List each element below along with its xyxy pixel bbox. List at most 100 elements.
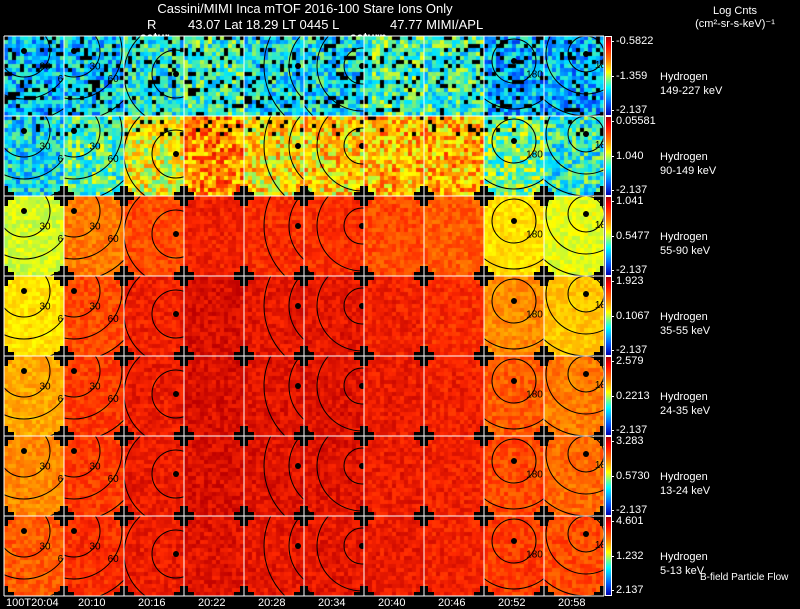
flow-center-marker: [295, 63, 301, 69]
colorbar-tick: [611, 430, 614, 431]
flow-center-marker: [21, 528, 27, 534]
contour-label: 180: [595, 60, 612, 71]
contour-line: [316, 116, 364, 192]
energy-range-label: 24-35 keV: [660, 405, 711, 417]
contour-label: 90: [76, 487, 88, 498]
contour-label: 90: [386, 182, 398, 193]
panel-contours: 180150120: [544, 516, 604, 596]
flow-center-marker: [511, 298, 517, 304]
contour-line: [151, 129, 184, 179]
contour-line: [484, 257, 544, 270]
panel-contours: 150 120: [124, 436, 184, 516]
panel-contours: 120 90: [263, 116, 398, 196]
colorbar-min-value: -2.137: [616, 344, 648, 356]
panel-contours: 150 120 90: [304, 516, 364, 596]
contour-label: 90: [76, 327, 88, 338]
panel-contours: 150 120 90: [304, 36, 364, 116]
contour-label: 30: [89, 142, 101, 153]
contour-label: 120: [393, 247, 410, 258]
contour-line: [545, 356, 604, 415]
x-tick-label: 20:58: [558, 597, 586, 609]
panel-contours: 150 120 90: [304, 436, 388, 516]
panel-contours: 150 120: [124, 196, 184, 276]
contour-line: [567, 516, 604, 553]
contour-line: [567, 196, 604, 233]
contour-line: [4, 316, 64, 340]
colorbar-max-value: -0.5822: [616, 35, 654, 47]
contour-line: [263, 196, 286, 276]
colorbar-max-value: 1.041: [616, 195, 644, 207]
contour-label: 60: [58, 474, 70, 485]
colorbar-tick: [611, 590, 614, 591]
contour-line: [263, 276, 286, 356]
contour-line: [151, 209, 184, 259]
contour-label: 180: [595, 460, 612, 471]
contour-label: 150: [190, 564, 207, 575]
contour-label: 60: [58, 314, 70, 325]
flow-center-marker: [359, 303, 364, 309]
contour-label: 60: [108, 474, 120, 485]
contour-label: 120: [365, 487, 382, 498]
contour-label: 30: [39, 382, 51, 393]
bfield-label: B-field Particle Flow: [700, 572, 789, 583]
flow-center-marker: [295, 543, 301, 549]
energy-range-label: 13-24 keV: [660, 485, 711, 497]
flow-center-marker: [173, 311, 179, 317]
contour-line: [4, 276, 51, 318]
flow-center-marker: [173, 551, 179, 557]
colorbar-max-value: 4.601: [616, 515, 644, 527]
energy-range-label: 35-55 keV: [660, 325, 711, 337]
panel-contours: 150 120: [124, 36, 184, 116]
contour-line: [484, 417, 544, 430]
contour-line: [4, 76, 64, 100]
contour-line: [48, 427, 64, 436]
contour-label: 150: [371, 472, 388, 483]
colorbar-tick: [611, 121, 614, 122]
flow-center-marker: [511, 378, 517, 384]
contour-line: [64, 436, 101, 478]
contour-line: [151, 449, 184, 499]
contour-label: 60: [108, 234, 120, 245]
contour-line: [64, 196, 101, 238]
contour-line: [64, 516, 123, 580]
panel-contours: 120 90: [263, 276, 382, 356]
panel-contours: 150 120: [124, 276, 230, 356]
contour-line: [64, 436, 123, 500]
contour-label: 180: [526, 69, 543, 80]
contour-line: [263, 356, 286, 436]
colorbar-mid-value: 1.232: [616, 550, 644, 562]
contour-line: [4, 156, 64, 180]
units-subtitle: (cm²-sr-s-keV)⁻¹: [695, 18, 775, 30]
flow-center-marker: [583, 51, 589, 57]
contour-label: 180: [526, 389, 543, 400]
contour-line: [288, 196, 304, 261]
contour-line: [343, 47, 364, 85]
contour-line: [343, 207, 364, 245]
contour-line: [316, 276, 364, 352]
contour-line: [491, 438, 537, 484]
x-tick-label: 20:22: [198, 597, 226, 609]
panel-contours: 150 120 90: [304, 116, 364, 196]
panel-contours: 30 60 90: [64, 116, 124, 196]
contour-label: 60: [108, 314, 120, 325]
contour-label: 120: [213, 339, 230, 350]
flow-center-marker: [21, 368, 27, 374]
flow-center-marker: [21, 48, 27, 54]
contour-label: 120: [365, 327, 382, 338]
panel-contours: 120 90: [263, 196, 304, 276]
energy-range-label: 149-227 keV: [660, 85, 723, 97]
contour-line: [491, 518, 537, 564]
flow-center-marker: [511, 458, 517, 464]
colorbar-tick: [611, 441, 614, 442]
species-label: Hydrogen: [660, 151, 708, 163]
contour-line: [263, 516, 286, 596]
colorbar-tick: [611, 361, 614, 362]
contour-label: 90: [386, 102, 398, 113]
flow-center-marker: [583, 211, 589, 217]
panel-contours: 180150120: [544, 36, 612, 116]
colorbar-tick: [611, 510, 614, 511]
colorbar-tick: [611, 476, 614, 477]
